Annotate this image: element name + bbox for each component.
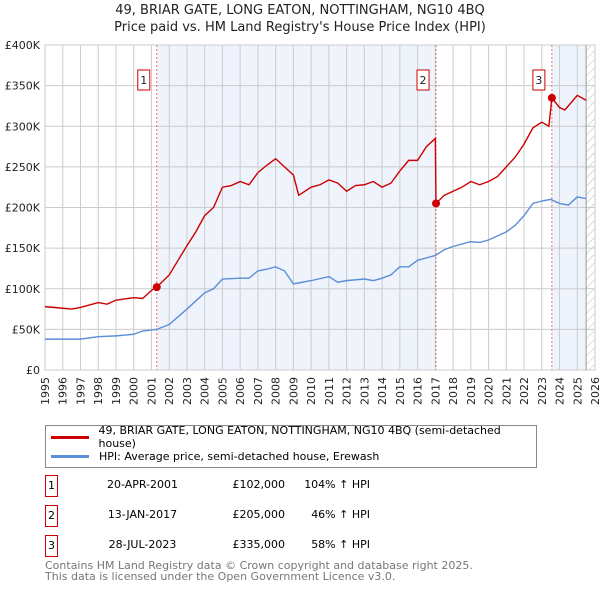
chart-subtitle: Price paid vs. HM Land Registry's House …: [114, 20, 486, 35]
x-tick-label: 1997: [74, 377, 87, 405]
legend-item-hpi: HPI: Average price, semi-detached house,…: [51, 448, 379, 464]
sale-point: [432, 199, 441, 208]
x-tick-label: 2017: [429, 377, 442, 405]
x-tick-label: 2005: [216, 377, 229, 405]
legend-swatch-blue: [51, 454, 89, 458]
sale-date: 20-APR-2001: [106, 478, 179, 491]
footer: Contains HM Land Registry data © Crown c…: [45, 560, 473, 582]
x-tick-label: 2003: [181, 377, 194, 405]
x-tick-label: 1999: [110, 377, 123, 405]
sale-row: 2 13-JAN-2017 £205,000 46% ↑ HPI: [45, 505, 545, 527]
sale-label-box: [532, 69, 546, 91]
legend-swatch-red: [51, 435, 89, 439]
x-tick-label: 2008: [270, 377, 283, 405]
x-tick-label: 2024: [554, 377, 567, 405]
x-tick-label: 2009: [287, 377, 300, 405]
x-tick-label: 1995: [39, 377, 52, 405]
sale-row: 3 28-JUL-2023 £335,000 58% ↑ HPI: [45, 535, 545, 557]
x-tick-label: 2016: [412, 377, 425, 405]
y-tick-label: £400K: [5, 39, 41, 52]
sale-label-box: [137, 69, 151, 91]
x-tick-label: 2012: [341, 377, 354, 405]
sale-date: 28-JUL-2023: [108, 538, 177, 551]
x-tick-label: 2020: [483, 377, 496, 405]
x-tick-label: 2013: [358, 377, 371, 405]
x-tick-label: 2000: [128, 377, 141, 405]
x-tick-label: 2006: [234, 377, 247, 405]
y-tick-label: £200K: [5, 202, 41, 215]
plot-area: 1995 1996 1997 1998 1999 2000 2001 2002 2003 2004…: [5, 39, 600, 405]
x-tick-label: 2026: [589, 377, 600, 405]
sale-price: £335,000: [232, 538, 286, 551]
sale-point: [547, 93, 556, 102]
x-tick-label: 2018: [447, 377, 460, 405]
sale-number: 3: [45, 535, 58, 557]
footer-copyright: Contains HM Land Registry data © Crown c…: [45, 559, 473, 572]
footer-licence: This data is licensed under the Open Gov…: [45, 570, 396, 583]
series-line-hpi: [45, 196, 587, 340]
chart-title: 49, BRIAR GATE, LONG EATON, NOTTINGHAM, …: [115, 3, 485, 18]
sale-label: 3: [535, 74, 542, 87]
x-tick-label: 2010: [305, 377, 318, 405]
sale-number: 1: [45, 475, 58, 497]
x-tick-label: 1996: [57, 377, 70, 405]
sale-label-box: [416, 69, 430, 91]
sale-number: 2: [45, 505, 58, 527]
x-tick-label: 2002: [163, 377, 176, 405]
sale-label: 1: [140, 74, 147, 87]
x-tick-label: 2023: [536, 377, 549, 405]
y-tick-label: £250K: [5, 161, 41, 174]
x-tick-label: 2007: [252, 377, 265, 405]
x-tick-label: 2004: [199, 377, 212, 405]
sale-label: 2: [420, 74, 427, 87]
x-tick-label: 1998: [92, 377, 105, 405]
y-tick-label: £350K: [5, 80, 41, 93]
x-tick-label: 2014: [376, 377, 389, 405]
y-tick-label: £50K: [12, 323, 41, 336]
legend-label: HPI: Average price, semi-detached house,…: [99, 449, 380, 463]
y-tick-label: £300K: [5, 120, 41, 133]
sale-hpi-change: 46% ↑ HPI: [311, 508, 370, 521]
y-tick-label: £0: [26, 364, 40, 377]
x-tick-label: 2015: [394, 377, 407, 405]
sale-hpi-change: 58% ↑ HPI: [311, 538, 370, 551]
legend-item-property: 49, BRIAR GATE, LONG EATON, NOTTINGHAM, …: [51, 424, 536, 450]
sale-hpi-change: 104% ↑ HPI: [304, 478, 370, 491]
sale-price: £205,000: [232, 508, 286, 521]
x-tick-label: 2021: [500, 377, 513, 405]
legend: 49, BRIAR GATE, LONG EATON, NOTTINGHAM, …: [45, 424, 537, 468]
plot-border: [44, 44, 596, 371]
sale-point: [152, 283, 161, 292]
y-tick-label: £100K: [5, 283, 41, 296]
x-tick-label: 2019: [465, 377, 478, 405]
sale-price: £102,000: [232, 478, 286, 491]
legend-label: 49, BRIAR GATE, LONG EATON, NOTTINGHAM, …: [98, 424, 501, 450]
x-tick-label: 2011: [323, 377, 336, 405]
y-tick-label: £150K: [5, 242, 41, 255]
sale-date: 13-JAN-2017: [107, 508, 178, 521]
x-tick-label: 2025: [571, 377, 584, 405]
x-tick-label: 2022: [518, 377, 531, 405]
sale-row: 1 20-APR-2001 £102,000 104% ↑ HPI: [45, 475, 545, 497]
x-tick-label: 2001: [145, 377, 158, 405]
